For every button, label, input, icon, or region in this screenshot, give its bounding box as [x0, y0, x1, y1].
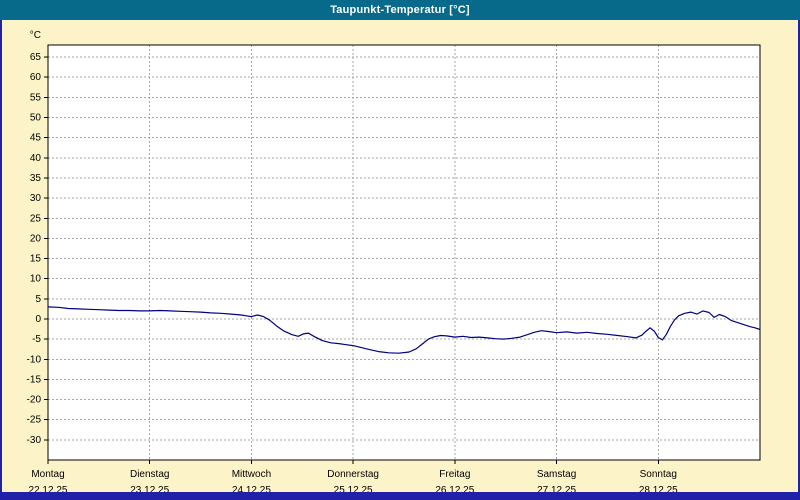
x-axis: Montag 22.12.25 Dienstag 23.12.25 Mittwoch 24… [29, 460, 678, 492]
x-date-label: 25.12.25 [334, 485, 373, 492]
x-day-label: Donnerstag [327, 469, 379, 480]
x-day-label: Freitag [439, 469, 470, 480]
y-tick-label: 60 [30, 72, 42, 83]
y-tick-label: 35 [30, 173, 42, 184]
plot-frame [47, 44, 761, 461]
temperature-line [47, 306, 761, 354]
x-date-label: 26.12.25 [435, 485, 474, 492]
y-tick-label: 10 [30, 274, 42, 285]
y-axis: 65605550454035302520151050-5-10-15-20-25… [27, 30, 48, 446]
y-tick-label: 15 [30, 254, 42, 265]
y-tick-label: 25 [30, 213, 42, 224]
y-tick-label: -10 [27, 354, 42, 365]
plot-background [48, 45, 760, 460]
y-tick-label: 55 [30, 92, 42, 103]
dewpoint-line-chart: 65605550454035302520151050-5-10-15-20-25… [27, 30, 761, 492]
x-day-label: Montag [31, 469, 64, 480]
y-tick-label: -15 [27, 374, 42, 385]
y-tick-label: 50 [30, 113, 42, 124]
x-date-label: 28.12.25 [639, 485, 678, 492]
y-tick-label: 20 [30, 233, 42, 244]
x-date-label: 22.12.25 [29, 485, 68, 492]
x-date-label: 27.12.25 [537, 485, 576, 492]
y-tick-label: 0 [35, 314, 41, 325]
y-tick-label: -30 [27, 435, 42, 446]
chart-title: Taupunkt-Temperatur [°C] [330, 4, 470, 16]
x-day-label: Samstag [537, 469, 576, 480]
chart-area: 65 60 55 50 45 40 35 30 25 20 15 10 5 0 -5 -10 -15 -20 -25… [0, 20, 800, 492]
x-date-label: 24.12.25 [232, 485, 271, 492]
x-day-label: Mittwoch [232, 469, 271, 480]
y-tick-label: 45 [30, 133, 42, 144]
x-day-label: Dienstag [130, 469, 169, 480]
y-tick-label: -20 [27, 395, 42, 406]
y-tick-label: -25 [27, 415, 42, 426]
y-tick-label: -5 [32, 334, 41, 345]
y-tick-label: 5 [35, 294, 41, 305]
title-bar: Taupunkt-Temperatur [°C] [0, 0, 800, 20]
x-date-label: 23.12.25 [130, 485, 169, 492]
series [47, 306, 761, 354]
y-tick-label: 40 [30, 153, 42, 164]
y-tick-label: 65 [30, 52, 42, 63]
grid [48, 45, 760, 460]
y-axis-unit-label: °C [30, 30, 41, 41]
x-day-label: Sonntag [640, 469, 677, 480]
y-tick-label: 30 [30, 193, 42, 204]
bottom-bar [0, 492, 800, 500]
